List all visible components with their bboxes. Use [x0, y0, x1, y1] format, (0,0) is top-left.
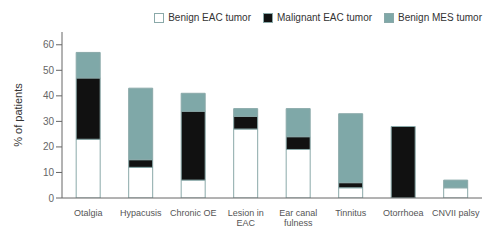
svg-text:% of patients: % of patients — [12, 83, 24, 147]
svg-text:CNVII palsy: CNVII palsy — [432, 208, 480, 218]
svg-text:0: 0 — [48, 193, 54, 204]
svg-text:60: 60 — [43, 39, 55, 50]
svg-text:Hypacusis: Hypacusis — [120, 208, 162, 218]
svg-text:10: 10 — [43, 167, 55, 178]
svg-text:Lesion inEAC: Lesion inEAC — [228, 208, 264, 228]
html-text:Benign EAC tumor: Benign EAC tumor — [168, 12, 251, 23]
svg-text:Ear canalfulness: Ear canalfulness — [279, 208, 317, 228]
svg-text:Tinnitus: Tinnitus — [335, 208, 367, 218]
svg-text:50: 50 — [43, 65, 55, 76]
svg-text:Otorrhoea: Otorrhoea — [383, 208, 424, 218]
svg-text:Chronic OE: Chronic OE — [170, 208, 217, 218]
svg-text:40: 40 — [43, 90, 55, 101]
html-text:Benign MES tumor: Benign MES tumor — [398, 12, 482, 23]
svg-text:30: 30 — [43, 116, 55, 127]
html-text:Malignant EAC tumor: Malignant EAC tumor — [277, 12, 373, 23]
svg-text:20: 20 — [43, 141, 55, 152]
svg-text:Otalgia: Otalgia — [74, 208, 103, 218]
